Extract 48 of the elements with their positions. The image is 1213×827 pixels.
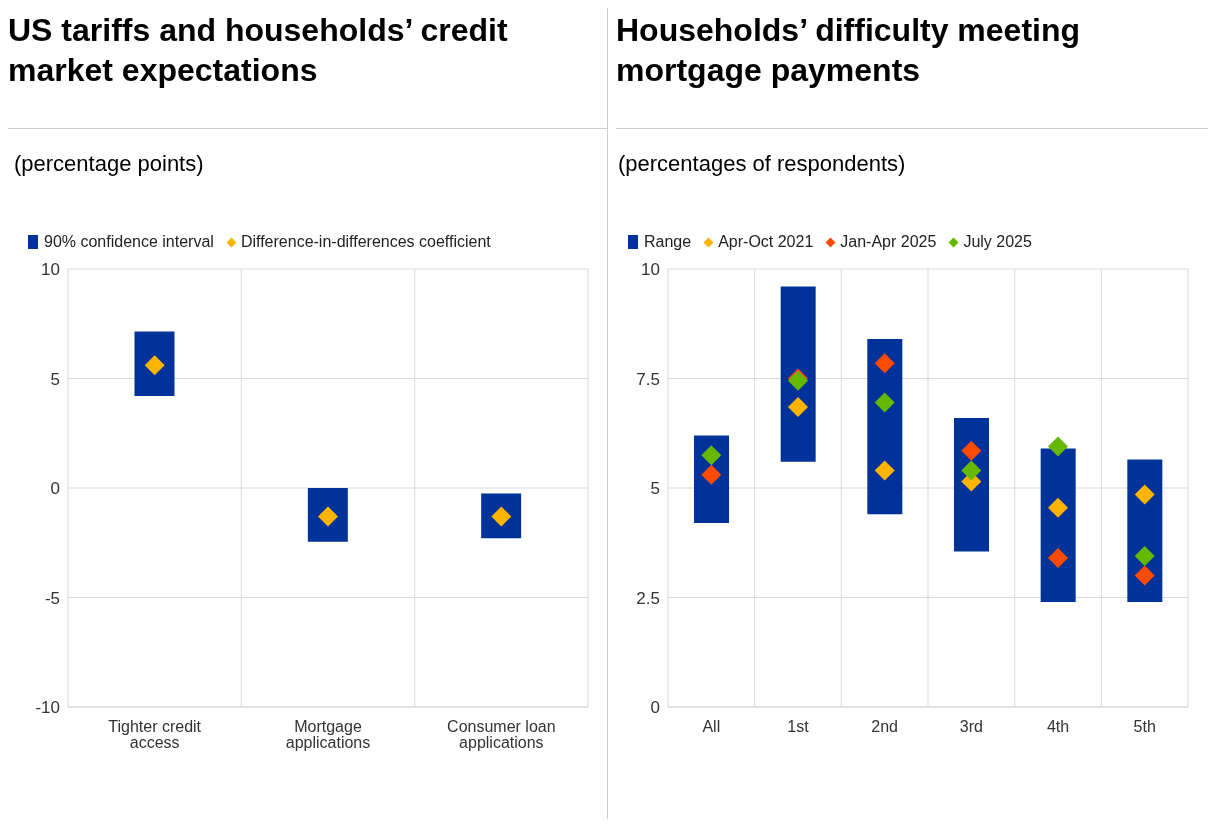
y-tick-label: 10	[641, 260, 660, 280]
point	[874, 460, 895, 481]
chart-subtitle: (percentages of respondents)	[618, 151, 907, 177]
y-tick-label: 5	[650, 479, 660, 499]
chart-subtitle: (percentage points)	[14, 151, 205, 177]
legend-label: Difference-in-differences coefficient	[240, 233, 491, 251]
point	[701, 445, 722, 466]
point	[1048, 436, 1068, 457]
point	[1134, 545, 1155, 566]
point	[788, 396, 808, 417]
x-tick-label: 1st	[787, 718, 810, 736]
legend-label: July 2025	[963, 233, 1032, 251]
legend-label: 90% confidence interval	[44, 233, 214, 251]
x-tick-label: Consumer loan applications	[447, 718, 556, 752]
point	[701, 464, 722, 485]
y-tick-label: 10	[41, 260, 60, 280]
chart-title: Households’ difficulty meeting mortgage payments	[616, 8, 1208, 129]
x-tick-label: Mortgage applications	[285, 718, 371, 752]
y-tick-label: 2.5	[636, 588, 660, 608]
y-tick-label: 0	[650, 698, 660, 718]
x-tick-label: All	[702, 718, 721, 736]
point	[1134, 484, 1155, 505]
point	[1048, 497, 1068, 518]
bar	[780, 286, 816, 462]
legend-label: Apr-Oct 2021	[718, 233, 814, 251]
point	[1134, 565, 1155, 586]
y-tick-label: 0	[50, 479, 60, 499]
y-tick-label: 5	[50, 369, 60, 389]
chart-title: US tariffs and households’ credit market expectations	[8, 8, 607, 129]
point	[961, 460, 982, 481]
point	[961, 440, 982, 461]
y-tick-label: -10	[35, 698, 60, 718]
point	[874, 392, 895, 413]
x-tick-label: 5th	[1133, 718, 1156, 736]
point	[1048, 548, 1068, 569]
legend-label: Range	[644, 233, 692, 251]
y-tick-label: 7.5	[636, 369, 660, 389]
x-tick-label: 2nd	[871, 718, 899, 736]
bar	[867, 339, 903, 515]
x-tick-label: Tighter credit access	[108, 718, 202, 752]
bar	[1040, 448, 1076, 602]
bar	[134, 331, 175, 397]
bar	[307, 488, 348, 542]
x-tick-label: 4th	[1046, 718, 1070, 736]
point	[874, 353, 895, 374]
x-tick-label: 3rd	[959, 718, 983, 736]
y-tick-label: -5	[44, 588, 60, 608]
legend-label: Jan-Apr 2025	[840, 233, 937, 251]
